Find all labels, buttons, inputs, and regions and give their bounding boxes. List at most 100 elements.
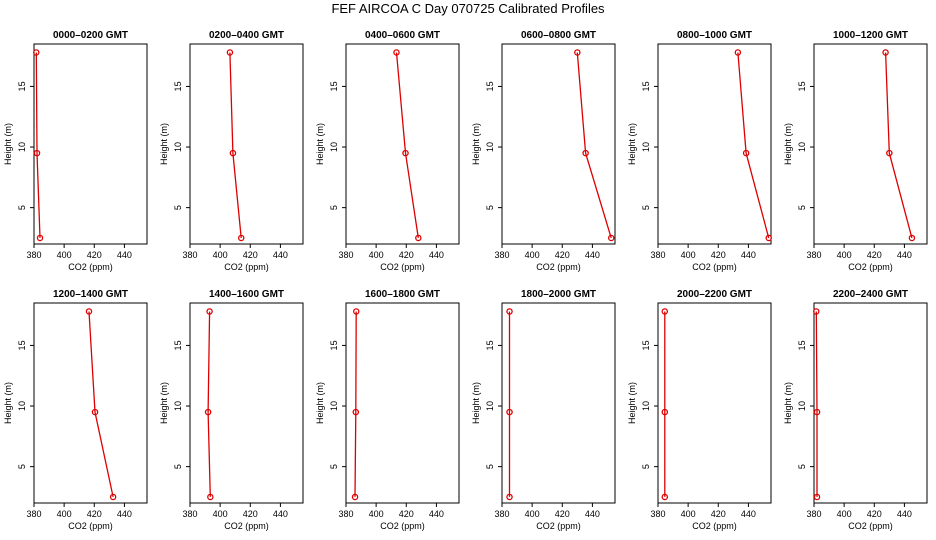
y-tick-label: 5	[173, 205, 183, 210]
data-point	[506, 308, 513, 315]
data-point	[506, 493, 513, 501]
data-point	[33, 49, 40, 56]
x-tick-label: 420	[867, 250, 882, 260]
x-tick-label: 440	[117, 509, 132, 519]
y-tick-label: 5	[17, 464, 27, 469]
y-tick-label: 10	[329, 142, 339, 152]
panel-4: 0600–0800 GMT 380 400 420 440 CO2 (ppm) 5 10 15 H…	[471, 30, 616, 272]
plot-frame	[501, 302, 616, 504]
data-point	[33, 149, 41, 157]
plot-frame	[813, 43, 928, 245]
plot-frame	[345, 43, 460, 245]
panel-title: 1000–1200 GMT	[833, 30, 908, 41]
data-point	[574, 49, 581, 56]
y-tick-label: 5	[329, 464, 339, 469]
data-point	[765, 234, 772, 242]
y-tick-label: 10	[641, 142, 651, 152]
panel-2: 0200–0400 GMT 380 400 420 440 CO2 (ppm) 5 10 15 H…	[159, 30, 304, 272]
x-axis-label: CO2 (ppm)	[536, 262, 581, 272]
y-tick-label: 10	[329, 401, 339, 411]
data-point	[393, 49, 400, 56]
x-tick-label: 420	[555, 509, 570, 519]
panel-10: 1800–2000 GMT 380 400 420 440 CO2 (ppm) 5 10 15 H…	[471, 289, 616, 531]
plot-frame	[813, 302, 928, 504]
y-tick-label: 5	[17, 205, 27, 210]
profile-line	[737, 52, 770, 239]
x-tick-label: 440	[429, 250, 444, 260]
x-axis-label: CO2 (ppm)	[692, 521, 737, 531]
panel-7: 1200–1400 GMT 380 400 420 440 CO2 (ppm) 5 10 15 H…	[3, 289, 148, 531]
x-tick-label: 380	[26, 250, 41, 260]
y-tick-label: 5	[641, 205, 651, 210]
x-tick-label: 400	[57, 509, 72, 519]
data-point	[908, 234, 916, 242]
panel-12: 2200–2400 GMT 380 400 420 440 CO2 (ppm) 5 10 15 H…	[783, 289, 928, 531]
x-tick-label: 420	[867, 509, 882, 519]
x-tick-label: 380	[182, 509, 197, 519]
x-tick-label: 400	[213, 509, 228, 519]
x-tick-label: 400	[681, 509, 696, 519]
y-tick-label: 10	[797, 142, 807, 152]
panel-title: 1200–1400 GMT	[53, 289, 128, 300]
data-point	[229, 149, 237, 157]
x-tick-label: 420	[555, 250, 570, 260]
profile-line	[395, 52, 419, 238]
x-tick-label: 380	[26, 509, 41, 519]
plot-frame	[657, 302, 772, 504]
data-point	[207, 493, 214, 501]
data-point	[85, 308, 93, 315]
panel-title: 0200–0400 GMT	[209, 30, 284, 41]
profile-line	[207, 311, 211, 497]
data-point	[742, 149, 750, 157]
profile-line	[884, 52, 913, 239]
x-tick-label: 440	[897, 509, 912, 519]
y-tick-label: 10	[17, 401, 27, 411]
x-axis-label: CO2 (ppm)	[848, 262, 893, 272]
y-tick-label: 15	[797, 340, 807, 350]
data-point	[109, 493, 117, 501]
plot-frame	[189, 43, 304, 245]
x-axis-label: CO2 (ppm)	[848, 521, 893, 531]
x-tick-label: 420	[399, 509, 414, 519]
y-tick-label: 15	[797, 81, 807, 91]
data-point	[734, 49, 742, 56]
data-point	[813, 493, 821, 501]
x-tick-label: 380	[650, 509, 665, 519]
x-tick-label: 400	[369, 250, 384, 260]
plot-frame	[33, 302, 148, 504]
y-tick-label: 10	[17, 142, 27, 152]
y-axis-label: Height (m)	[783, 382, 793, 424]
panel-title: 1400–1600 GMT	[209, 289, 284, 300]
y-tick-label: 10	[485, 401, 495, 411]
panel-6: 1000–1200 GMT 380 400 420 440 CO2 (ppm) 5 10 15 H…	[783, 30, 928, 272]
x-tick-label: 400	[213, 250, 228, 260]
x-tick-label: 420	[87, 250, 102, 260]
y-tick-label: 10	[641, 401, 651, 411]
y-tick-label: 5	[797, 205, 807, 210]
y-tick-label: 15	[641, 81, 651, 91]
data-point	[91, 408, 99, 416]
x-tick-label: 440	[897, 250, 912, 260]
x-tick-label: 420	[399, 250, 414, 260]
data-point	[351, 493, 359, 501]
x-axis-label: CO2 (ppm)	[224, 521, 269, 531]
y-axis-label: Height (m)	[3, 123, 13, 165]
data-point	[582, 149, 589, 157]
profile-line	[815, 311, 818, 497]
x-tick-label: 400	[525, 250, 540, 260]
panel-title: 1800–2000 GMT	[521, 289, 596, 300]
x-tick-label: 380	[338, 509, 353, 519]
x-axis-label: CO2 (ppm)	[536, 521, 581, 531]
y-axis-label: Height (m)	[159, 382, 169, 424]
y-tick-label: 10	[173, 401, 183, 411]
x-tick-label: 440	[741, 250, 756, 260]
plot-frame	[345, 302, 460, 504]
x-tick-label: 380	[650, 250, 665, 260]
y-axis-label: Height (m)	[471, 123, 481, 165]
x-tick-label: 380	[806, 509, 821, 519]
data-point	[402, 149, 409, 157]
x-tick-label: 380	[494, 250, 509, 260]
panel-3: 0400–0600 GMT 380 400 420 440 CO2 (ppm) 5 10 15 H…	[315, 30, 460, 272]
x-axis-label: CO2 (ppm)	[380, 521, 425, 531]
figure-title: FEF AIRCOA C Day 070725 Calibrated Profi…	[331, 1, 605, 16]
